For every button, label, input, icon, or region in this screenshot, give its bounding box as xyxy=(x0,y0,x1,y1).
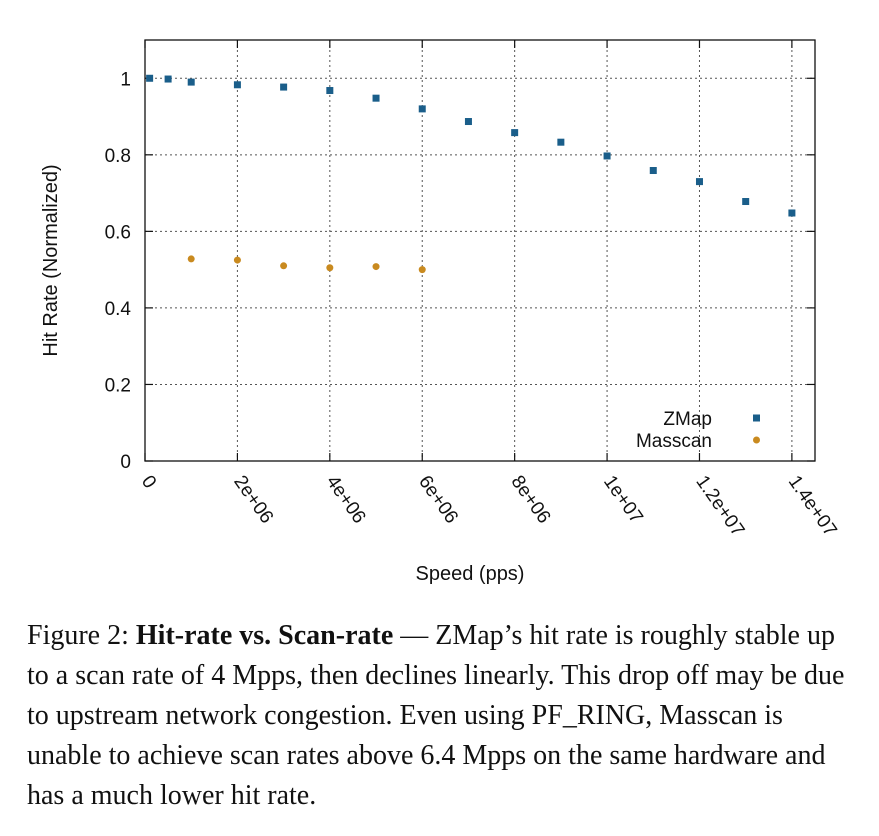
masscan-point xyxy=(187,255,195,263)
y-tick-label: 1 xyxy=(120,69,131,90)
zmap-point xyxy=(418,105,426,113)
zmap-point xyxy=(187,78,195,86)
y-tick-label: 0 xyxy=(120,452,131,473)
caption-title: Hit-rate vs. Scan-rate xyxy=(135,620,394,651)
grid xyxy=(145,40,815,461)
zmap-point xyxy=(164,75,172,83)
zmap-point xyxy=(695,178,703,186)
zmap-point xyxy=(233,81,241,89)
zmap-point xyxy=(280,83,288,91)
masscan-point xyxy=(280,262,288,270)
zmap-point xyxy=(557,138,565,146)
zmap-point xyxy=(649,167,657,175)
x-tick-label: 6e+06 xyxy=(414,472,462,528)
scatter-chart: 0 2e+06 4e+06 6e+06 8e+06 1e+07 1.2e+07 1.4e+07… xyxy=(40,39,841,585)
masscan-point xyxy=(233,256,241,264)
y-tick-label: 0.2 xyxy=(105,375,131,396)
x-tick-label: 1.4e+07 xyxy=(784,472,841,541)
x-tick-label: 0 xyxy=(137,472,160,493)
zmap-point xyxy=(372,94,380,102)
zmap-point xyxy=(742,198,750,206)
plot-frame xyxy=(144,39,816,462)
x-tick-label: 8e+06 xyxy=(507,472,555,528)
figure-caption: Figure 2: Hit-rate vs. Scan-rate — ZMap’… xyxy=(27,616,857,816)
x-tick-label: 1.2e+07 xyxy=(691,472,748,541)
data-marks xyxy=(146,74,796,274)
x-tick-label: 2e+06 xyxy=(229,472,277,528)
zmap-point xyxy=(146,74,154,82)
legend-marker-zmap xyxy=(753,414,760,422)
zmap-point xyxy=(603,152,611,160)
legend-label-masscan: Masscan xyxy=(636,431,712,452)
masscan-point xyxy=(372,263,380,271)
masscan-point xyxy=(326,264,334,272)
zmap-point xyxy=(326,87,334,95)
caption-text: — ZMap’s hit rate is roughly stable up t… xyxy=(27,620,845,811)
x-tick-label: 1e+07 xyxy=(599,472,647,528)
zmap-point xyxy=(464,118,472,126)
y-axis-label: Hit Rate (Normalized) xyxy=(40,164,62,356)
y-tick-label: 0.6 xyxy=(105,222,131,243)
x-axis-label: Speed (pps) xyxy=(416,563,525,585)
zmap-point xyxy=(511,129,519,137)
x-tick-label: 4e+06 xyxy=(322,472,370,528)
masscan-point xyxy=(418,266,426,274)
y-tick-label: 0.4 xyxy=(105,299,132,320)
y-tick-label: 0.8 xyxy=(105,146,131,167)
zmap-point xyxy=(788,209,796,217)
legend-label-zmap: ZMap xyxy=(663,409,712,430)
axis-ticks: 0 2e+06 4e+06 6e+06 8e+06 1e+07 1.2e+07 1.4e+07… xyxy=(105,40,841,541)
legend-marker-masscan xyxy=(753,436,760,444)
caption-prefix: Figure 2: xyxy=(27,620,136,651)
